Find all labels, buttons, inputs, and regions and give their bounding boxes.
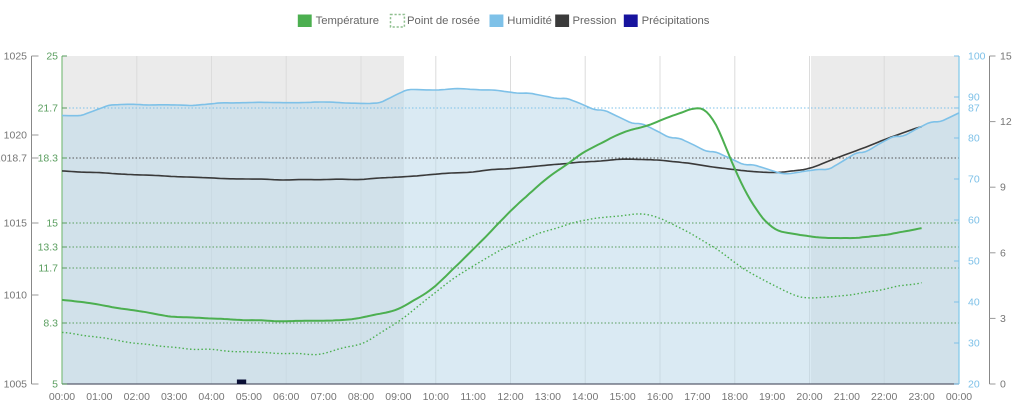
svg-text:18:00: 18:00 [722,391,748,403]
svg-text:08:00: 08:00 [348,391,374,403]
svg-text:40: 40 [968,297,980,309]
svg-text:12:00: 12:00 [497,391,523,403]
svg-text:15:00: 15:00 [609,391,635,403]
svg-text:50: 50 [968,256,980,268]
svg-text:14:00: 14:00 [572,391,598,403]
svg-text:00:00: 00:00 [946,391,972,403]
svg-text:19:00: 19:00 [759,391,785,403]
svg-text:05:00: 05:00 [236,391,262,403]
svg-text:30: 30 [968,338,980,350]
svg-text:25: 25 [46,51,58,63]
svg-text:15: 15 [1000,51,1012,63]
svg-text:21:00: 21:00 [834,391,860,403]
svg-text:07:00: 07:00 [310,391,336,403]
svg-text:20:00: 20:00 [796,391,822,403]
svg-text:13:00: 13:00 [535,391,561,403]
svg-text:10:00: 10:00 [423,391,449,403]
svg-text:5: 5 [52,379,58,391]
svg-text:87: 87 [968,103,980,115]
svg-text:15: 15 [46,218,58,230]
svg-text:03:00: 03:00 [161,391,187,403]
svg-text:1005: 1005 [4,379,28,391]
svg-text:1020: 1020 [4,130,28,142]
svg-text:1010: 1010 [4,290,28,302]
svg-text:0: 0 [1000,379,1006,391]
svg-text:00:00: 00:00 [49,391,75,403]
svg-text:01:00: 01:00 [86,391,112,403]
svg-text:21.7: 21.7 [38,103,59,115]
svg-text:80: 80 [968,133,980,145]
svg-text:18.3: 18.3 [38,153,59,165]
svg-text:1015: 1015 [4,218,28,230]
svg-text:9: 9 [1000,182,1006,194]
svg-text:02:00: 02:00 [124,391,150,403]
svg-text:09:00: 09:00 [385,391,411,403]
svg-text:16:00: 16:00 [647,391,673,403]
svg-text:Pression: Pression [573,15,617,27]
svg-text:12: 12 [1000,116,1012,128]
svg-text:13.3: 13.3 [38,242,59,254]
svg-text:8.3: 8.3 [43,318,58,330]
svg-text:60: 60 [968,215,980,227]
svg-text:06:00: 06:00 [273,391,299,403]
svg-text:Précipitations: Précipitations [642,15,710,27]
svg-text:20: 20 [968,379,980,391]
svg-text:11:00: 11:00 [460,391,486,403]
svg-text:04:00: 04:00 [198,391,224,403]
svg-text:Température: Température [316,15,379,27]
svg-text:17:00: 17:00 [684,391,710,403]
svg-text:1025: 1025 [4,51,28,63]
svg-text:Humidité: Humidité [507,15,552,27]
svg-text:6: 6 [1000,247,1006,259]
svg-text:11.7: 11.7 [38,263,58,275]
svg-text:22:00: 22:00 [871,391,897,403]
svg-text:Point de rosée: Point de rosée [407,15,480,27]
svg-text:3: 3 [1000,313,1006,325]
svg-text:70: 70 [968,174,980,186]
svg-text:100: 100 [968,51,986,63]
svg-text:23:00: 23:00 [908,391,934,403]
svg-text:1018.7: 1018.7 [0,153,27,165]
